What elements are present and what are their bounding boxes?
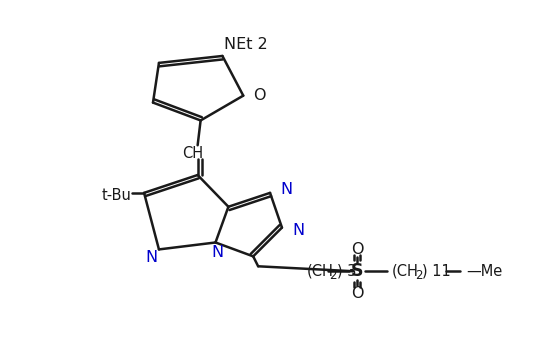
Text: N: N xyxy=(280,183,292,197)
Text: NEt 2: NEt 2 xyxy=(224,37,268,52)
Text: O: O xyxy=(253,88,266,103)
Text: CH: CH xyxy=(182,146,203,161)
Text: O: O xyxy=(351,286,364,300)
Text: (CH: (CH xyxy=(307,264,334,279)
Text: ) 11: ) 11 xyxy=(422,264,451,279)
Text: S: S xyxy=(351,262,364,280)
Text: N: N xyxy=(292,223,304,238)
Text: O: O xyxy=(351,242,364,257)
Text: N: N xyxy=(211,245,224,260)
Text: (CH: (CH xyxy=(392,264,419,279)
Text: 2: 2 xyxy=(415,269,422,282)
Text: N: N xyxy=(145,250,157,265)
Text: ) 3: ) 3 xyxy=(336,264,356,279)
Text: —Me: —Me xyxy=(467,264,503,279)
Text: t-Bu: t-Bu xyxy=(102,189,131,203)
Text: 2: 2 xyxy=(330,269,337,282)
